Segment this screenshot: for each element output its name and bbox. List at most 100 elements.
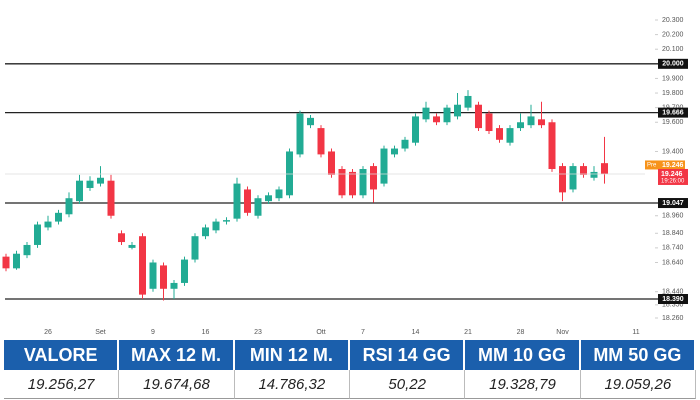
level-label: 19.666: [662, 109, 684, 116]
candle-body: [286, 151, 293, 196]
candle-body: [2, 256, 10, 269]
candle-body: [601, 163, 608, 174]
candle-body: [76, 180, 83, 202]
table-value: 14.786,32: [234, 370, 350, 399]
candle-body: [590, 171, 598, 178]
chart: 20.30020.20020.10019.90019.80019.70019.6…: [2, 17, 688, 336]
candle-body: [107, 180, 115, 216]
candle-body: [23, 244, 31, 256]
candle-body: [517, 122, 524, 129]
y-tick-label: 18.440: [662, 289, 684, 296]
candle-body: [65, 198, 73, 215]
pre-price: 19.246: [662, 162, 684, 169]
x-tick-label: 26: [44, 329, 52, 336]
candle-body: [149, 262, 157, 289]
candle-body: [422, 107, 430, 120]
y-tick-label: 18.260: [662, 315, 684, 322]
candle-body: [317, 128, 325, 155]
level-label-box: [658, 58, 688, 69]
x-tick-label: 21: [464, 329, 472, 336]
y-tick-label: 20.100: [662, 46, 684, 53]
candle-body: [443, 107, 451, 123]
table-header: MAX 12 M.: [119, 340, 235, 370]
candle-body: [202, 227, 209, 237]
candle-body: [380, 148, 388, 184]
candle-body: [212, 221, 220, 231]
candle-body: [254, 198, 262, 216]
candle-body: [433, 116, 440, 123]
y-tick-label: 18.640: [662, 259, 684, 266]
candle-body: [454, 104, 461, 117]
candle-body: [223, 220, 230, 222]
stats-table: VALORE MAX 12 M. MIN 12 M. RSI 14 GG MM 10 G…: [4, 340, 696, 399]
x-tick-label: 16: [202, 329, 210, 336]
y-tick-label: 18.350: [662, 302, 684, 309]
y-tick-label: 19.400: [662, 148, 684, 155]
pre-label: Pre: [647, 163, 657, 169]
level-label: 19.047: [662, 200, 684, 207]
y-tick-label: 19.800: [662, 90, 684, 97]
candle-body: [181, 259, 188, 283]
x-tick-label: Ott: [316, 329, 325, 336]
candle-body: [506, 128, 514, 143]
table-header: MM 10 GG: [465, 340, 581, 370]
candle-body: [86, 180, 94, 188]
x-tick-label: 28: [517, 329, 525, 336]
candle-body: [139, 236, 146, 295]
candle-body: [464, 95, 472, 108]
x-tick-label: 9: [151, 329, 155, 336]
x-tick-label: Set: [95, 329, 106, 336]
candle-body: [13, 253, 20, 269]
y-tick-label: 20.300: [662, 17, 684, 24]
x-tick-label: 7: [361, 329, 365, 336]
candle-body: [244, 189, 251, 213]
candle-body: [496, 128, 503, 140]
y-tick-label: 18.840: [662, 230, 684, 237]
candle-body: [34, 224, 41, 245]
candle-body: [328, 151, 335, 175]
candle-body: [296, 113, 304, 155]
candle-body: [233, 183, 241, 219]
table-header: MM 50 GG: [580, 340, 696, 370]
y-tick-label: 18.960: [662, 213, 684, 220]
candle-body: [538, 119, 545, 126]
candle-body: [170, 282, 178, 289]
y-tick-label: 18.740: [662, 245, 684, 252]
table-header: RSI 14 GG: [350, 340, 466, 370]
candle-body: [265, 195, 272, 202]
candle-body: [307, 117, 314, 126]
y-tick-label: 19.600: [662, 119, 684, 126]
pre-box: [645, 160, 685, 170]
candle-body: [391, 148, 398, 155]
candle-body: [128, 244, 136, 248]
table-value: 19.674,68: [119, 370, 235, 399]
table-value: 19.256,27: [4, 370, 120, 399]
x-tick-label: Nov: [556, 329, 569, 336]
candle-body: [338, 169, 346, 196]
candle-body: [485, 113, 493, 132]
candle-body: [55, 212, 62, 222]
level-label-box: [658, 107, 688, 118]
candle-body: [527, 116, 535, 126]
candle-body: [349, 171, 356, 196]
x-tick-label: 14: [412, 329, 420, 336]
candle-body: [412, 116, 419, 143]
candle-body: [160, 265, 167, 289]
candle-body: [580, 166, 587, 175]
table-header: VALORE: [4, 340, 120, 370]
candle-body: [191, 236, 199, 260]
level-label-box: [658, 198, 688, 209]
candle-body: [97, 177, 104, 184]
level-label: 20.000: [662, 61, 684, 68]
table-value: 19.328,79: [465, 370, 581, 399]
candle-body: [401, 139, 409, 149]
candle-body: [370, 166, 377, 190]
y-tick-label: 19.900: [662, 75, 684, 82]
table-value: 50,22: [350, 370, 466, 399]
candle-body: [275, 189, 283, 199]
candle-body: [559, 166, 566, 193]
candle-body: [359, 169, 367, 196]
x-tick-label: 11: [632, 329, 639, 336]
last-time: 19:26:00: [661, 179, 685, 185]
candle-body: [475, 104, 482, 129]
